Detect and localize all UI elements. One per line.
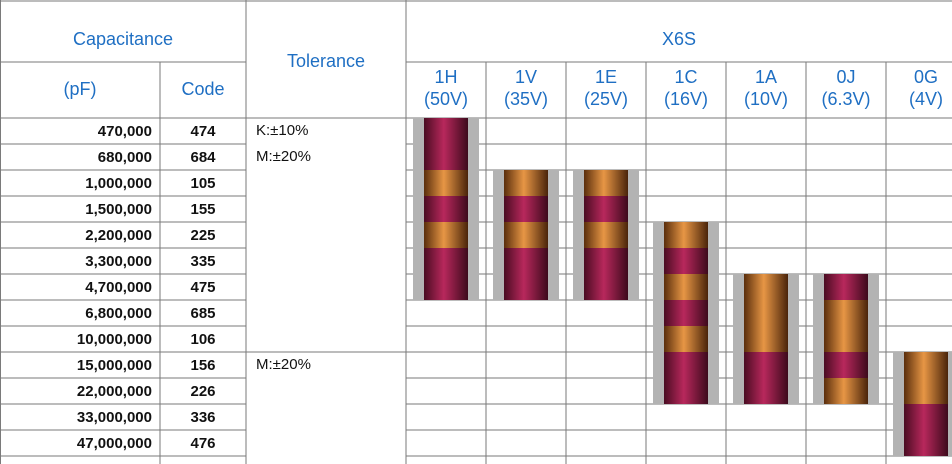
chips — [413, 118, 952, 456]
chip-band — [664, 300, 708, 326]
capacitance: 33,000,000 — [77, 409, 152, 426]
chip-band — [424, 274, 468, 300]
chip-band — [824, 300, 868, 326]
chip-band — [424, 196, 468, 222]
chip-band — [904, 352, 948, 378]
code: 335 — [190, 253, 215, 270]
chip-band — [504, 222, 548, 248]
voltage-code: 0G — [914, 67, 938, 87]
voltage-rating: (16V) — [664, 89, 708, 109]
capacitance: 1,000,000 — [85, 175, 152, 192]
tolerance: K:±10% — [256, 122, 308, 139]
voltage-rating: (6.3V) — [821, 89, 870, 109]
chip-band — [504, 170, 548, 196]
header-series: X6S — [662, 29, 696, 49]
capacitance: 47,000,000 — [77, 435, 152, 452]
chip-band — [904, 378, 948, 404]
chip-band — [664, 248, 708, 274]
chip-band — [504, 248, 548, 274]
code: 225 — [190, 227, 215, 244]
tolerance: M:±20% — [256, 148, 311, 165]
chip-band — [744, 352, 788, 378]
header-tolerance: Tolerance — [287, 51, 365, 71]
voltage-rating: (35V) — [504, 89, 548, 109]
capacitance: 4,700,000 — [85, 279, 152, 296]
capacitance: 680,000 — [98, 149, 152, 166]
capacitance: 15,000,000 — [77, 357, 152, 374]
chip-band — [424, 248, 468, 274]
capacitance: 2,200,000 — [85, 227, 152, 244]
voltage-rating: (50V) — [424, 89, 468, 109]
code: 684 — [190, 149, 216, 166]
chip-band — [664, 274, 708, 300]
chip-band — [424, 222, 468, 248]
code: 685 — [190, 305, 215, 322]
code: 336 — [190, 409, 215, 426]
texts: Capacitance (pF) Code Tolerance X6S 1H(50V) 1V… — [64, 29, 944, 452]
capacitance: 470,000 — [98, 123, 152, 140]
header-code: Code — [181, 79, 224, 99]
code: 106 — [190, 331, 215, 348]
chip-band — [904, 430, 948, 456]
voltage-code: 1C — [674, 67, 697, 87]
chip-band — [824, 326, 868, 352]
tolerance: M:±20% — [256, 356, 311, 373]
chip-band — [824, 378, 868, 404]
voltage-code: 1V — [515, 67, 537, 87]
code: 155 — [190, 201, 215, 218]
chip-band — [424, 170, 468, 196]
chip-band — [664, 326, 708, 352]
chip-band — [504, 196, 548, 222]
chip-band — [664, 378, 708, 404]
chip-band — [744, 274, 788, 300]
chip-band — [824, 274, 868, 300]
capacitance: 6,800,000 — [85, 305, 152, 322]
chip-band — [584, 196, 628, 222]
voltage-code: 1A — [755, 67, 777, 87]
capacitance: 1,500,000 — [85, 201, 152, 218]
capacitance: 10,000,000 — [77, 331, 152, 348]
capacitance: 22,000,000 — [77, 383, 152, 400]
chip-band — [424, 144, 468, 170]
voltage-rating: (10V) — [744, 89, 788, 109]
voltage-rating: (25V) — [584, 89, 628, 109]
chip-band — [424, 118, 468, 144]
header-unit: (pF) — [64, 79, 97, 99]
chip-band — [584, 274, 628, 300]
chip-band — [744, 300, 788, 326]
chip-band — [744, 378, 788, 404]
code: 474 — [190, 123, 216, 140]
capacitance: 3,300,000 — [85, 253, 152, 270]
voltage-code: 1H — [434, 67, 457, 87]
chip-band — [504, 274, 548, 300]
chip-band — [584, 170, 628, 196]
chip-band — [584, 222, 628, 248]
code: 226 — [190, 383, 215, 400]
code: 475 — [190, 279, 215, 296]
voltage-code: 1E — [595, 67, 617, 87]
chip-band — [664, 222, 708, 248]
chip-band — [744, 326, 788, 352]
code: 476 — [190, 435, 215, 452]
code: 105 — [190, 175, 215, 192]
chip-band — [904, 404, 948, 430]
header-capacitance: Capacitance — [73, 29, 173, 49]
chip-band — [584, 248, 628, 274]
chip-band — [824, 352, 868, 378]
voltage-rating: (4V) — [909, 89, 943, 109]
chip-band — [664, 352, 708, 378]
code: 156 — [190, 357, 215, 374]
voltage-code: 0J — [836, 67, 855, 87]
